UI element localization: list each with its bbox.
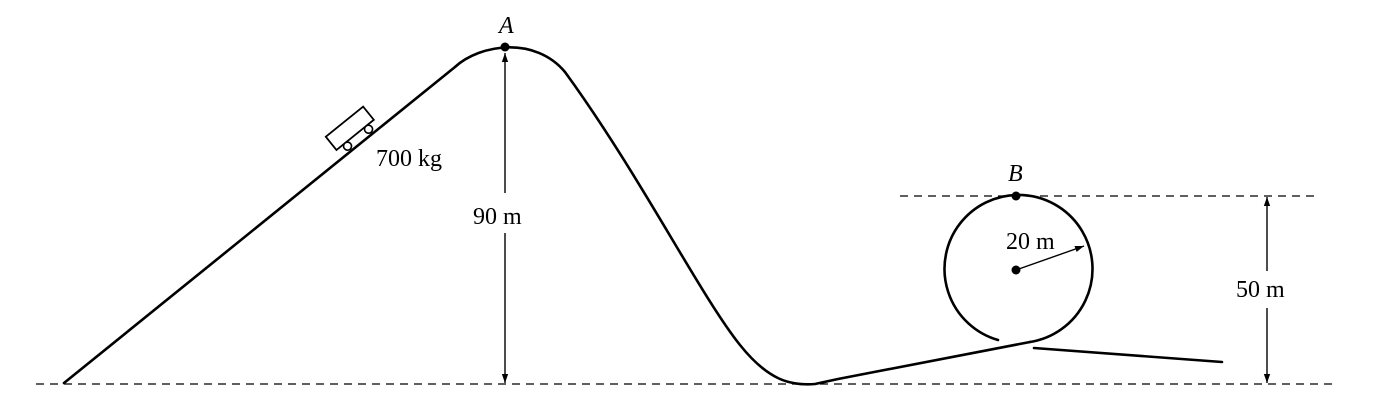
radius-label: 20 m xyxy=(1006,229,1055,255)
height-a-label: 90 m xyxy=(473,204,522,230)
track-main xyxy=(62,46,1032,386)
track-loop xyxy=(943,193,1094,344)
mass-label: 700 kg xyxy=(376,146,442,172)
point-b-label: B xyxy=(1008,161,1023,187)
radius-arrow xyxy=(1015,245,1085,271)
point-a-dot xyxy=(500,42,510,52)
height-b-label: 50 m xyxy=(1236,277,1285,303)
cart-wheel-rear xyxy=(342,141,353,151)
point-b-dot xyxy=(1011,191,1021,201)
point-a-label: A xyxy=(497,13,514,39)
cart xyxy=(324,105,376,152)
cart-body xyxy=(324,105,376,152)
track-exit xyxy=(1032,346,1224,364)
cart-wheel-front xyxy=(363,124,374,135)
